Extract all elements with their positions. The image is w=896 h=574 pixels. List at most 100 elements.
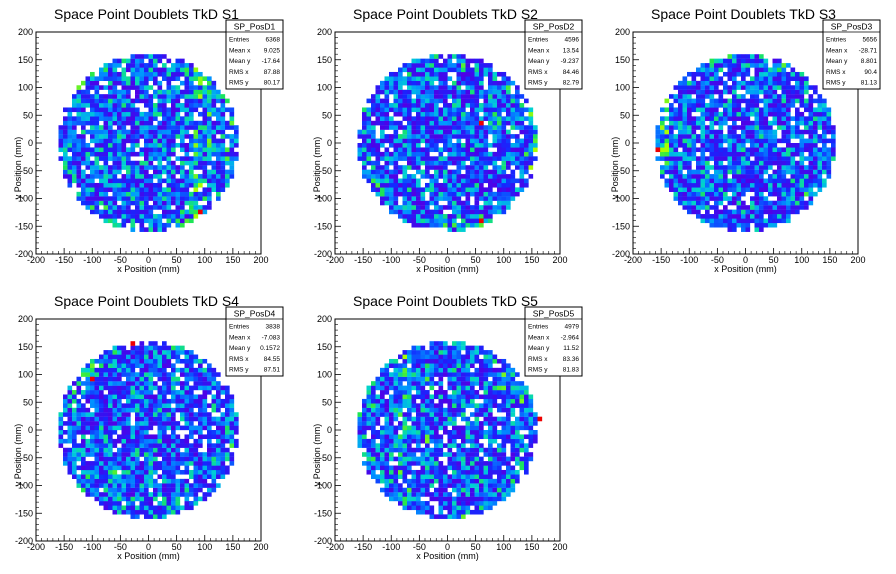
heatmap-bin — [148, 407, 154, 413]
heatmap-bin — [72, 169, 77, 175]
heatmap-bin — [103, 196, 109, 201]
heatmap-bin — [772, 71, 778, 77]
heatmap-bin — [447, 111, 453, 117]
heatmap-bin — [759, 182, 764, 188]
heatmap-bin — [772, 182, 778, 188]
heatmap-bin — [664, 151, 670, 157]
heatmap-bin — [108, 403, 113, 408]
heatmap-bin — [72, 134, 77, 139]
heatmap-bin — [438, 129, 444, 135]
heatmap-bin — [171, 63, 176, 68]
heatmap-bin — [465, 200, 471, 206]
heatmap-bin — [63, 412, 68, 417]
heatmap-bin — [483, 89, 489, 95]
heatmap-bin — [216, 196, 221, 201]
heatmap-bin — [506, 116, 511, 121]
heatmap-bin — [90, 200, 95, 206]
heatmap-bin — [139, 165, 145, 170]
heatmap-bin — [148, 120, 154, 126]
heatmap-bin — [664, 182, 670, 188]
heatmap-bin — [166, 434, 172, 440]
heatmap-bin — [85, 196, 91, 201]
heatmap-bin — [94, 367, 100, 373]
heatmap-bin — [112, 452, 118, 457]
heatmap-bin — [483, 143, 489, 148]
stats-row-value: 6368 — [266, 37, 281, 44]
heatmap-bin — [189, 138, 194, 144]
heatmap-bin — [153, 58, 158, 64]
heatmap-bin — [714, 103, 719, 108]
heatmap-bin — [117, 465, 122, 471]
heatmap-bin — [416, 222, 421, 228]
heatmap-bin — [81, 381, 86, 386]
heatmap-bin — [180, 350, 185, 355]
heatmap-bin — [736, 222, 742, 228]
heatmap-bin — [461, 125, 466, 130]
heatmap-bin — [407, 103, 412, 108]
heatmap-bin — [673, 125, 679, 130]
heatmap-bin — [501, 200, 507, 206]
heatmap-bin — [126, 501, 131, 506]
heatmap-bin — [220, 129, 226, 135]
heatmap-bin — [687, 182, 692, 188]
heatmap-bin — [434, 120, 439, 126]
heatmap-bin — [479, 151, 484, 157]
heatmap-bin — [234, 443, 239, 448]
heatmap-bin — [139, 345, 145, 351]
heatmap-bin — [234, 125, 239, 130]
heatmap-bin — [723, 182, 728, 188]
heatmap-bin — [732, 160, 737, 166]
heatmap-bin — [157, 390, 163, 395]
heatmap-bin — [447, 222, 453, 228]
heatmap-bin — [732, 85, 737, 90]
heatmap-bin — [162, 111, 167, 117]
heatmap-bin — [398, 209, 403, 215]
heatmap-bin — [189, 120, 194, 126]
heatmap-bin — [687, 71, 692, 77]
heatmap-bin — [727, 89, 733, 95]
heatmap-bin — [103, 354, 109, 360]
heatmap-bin — [488, 98, 493, 104]
heatmap-bin — [452, 143, 457, 148]
heatmap-bin — [750, 147, 755, 153]
heatmap-bin — [81, 430, 86, 435]
heatmap-bin — [153, 174, 158, 179]
heatmap-bin — [447, 196, 453, 201]
heatmap-bin — [85, 129, 91, 135]
heatmap-bin — [718, 67, 724, 73]
heatmap-bin — [474, 174, 480, 179]
heatmap-bin — [366, 116, 372, 121]
heatmap-bin — [384, 151, 390, 157]
heatmap-bin — [198, 456, 203, 462]
heatmap-bin — [202, 403, 208, 408]
heatmap-bin — [121, 403, 127, 408]
heatmap-bin — [745, 67, 751, 73]
heatmap-bin — [696, 182, 701, 188]
heatmap-bin — [171, 487, 176, 493]
heatmap-bin — [380, 143, 385, 148]
heatmap-bin — [220, 169, 226, 175]
heatmap-bin — [795, 80, 800, 86]
heatmap-bin — [452, 80, 457, 86]
stats-row-value: 82.79 — [563, 80, 580, 87]
heatmap-bin — [673, 147, 679, 153]
heatmap-bin — [193, 398, 199, 404]
heatmap-bin — [153, 107, 158, 113]
heatmap-bin — [732, 138, 737, 144]
heatmap-bin — [826, 111, 832, 117]
heatmap-bin — [678, 169, 683, 175]
heatmap-bin — [139, 407, 145, 413]
heatmap-bin — [225, 425, 230, 431]
heatmap-bin — [678, 160, 683, 166]
heatmap-bin — [799, 76, 805, 81]
heatmap-bin — [705, 138, 710, 144]
heatmap-bin — [63, 160, 68, 166]
heatmap-bin — [402, 196, 408, 201]
heatmap-bin — [804, 80, 809, 86]
heatmap-bin — [225, 447, 230, 453]
heatmap-bin — [81, 107, 86, 113]
heatmap-bin — [117, 129, 122, 135]
heatmap-bin — [112, 469, 118, 475]
heatmap-bin — [108, 169, 113, 175]
heatmap-bin — [198, 160, 203, 166]
